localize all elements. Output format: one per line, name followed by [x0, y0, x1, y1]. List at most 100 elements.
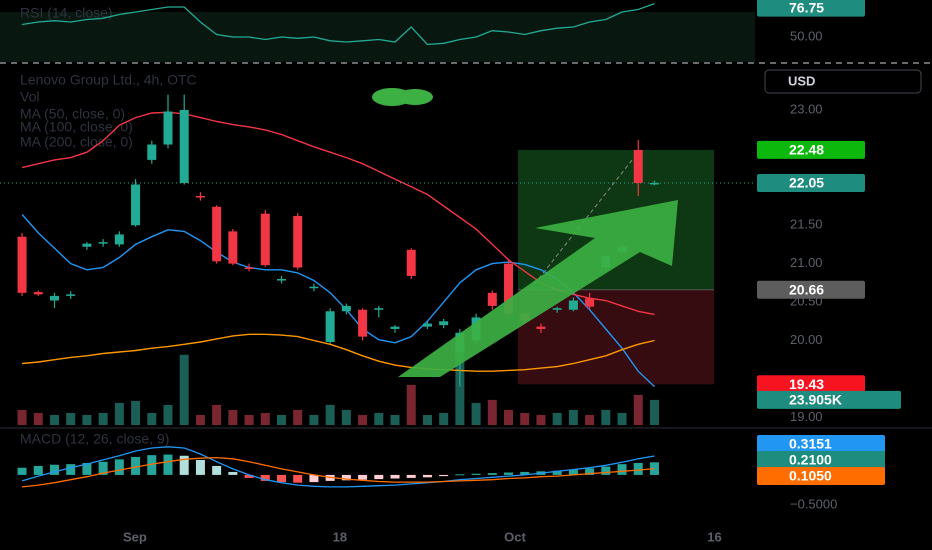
- candle-body: [277, 279, 287, 281]
- macd-histogram-bar: [244, 474, 254, 478]
- volume-bar: [439, 412, 449, 425]
- price-badge: [757, 467, 885, 485]
- currency-button-frame[interactable]: [764, 69, 922, 94]
- price-badge-label: 0.1050: [789, 468, 832, 484]
- marker-blob: [397, 89, 433, 105]
- y-tick-label: 23.00: [790, 101, 823, 116]
- ma-legend: MA (100, close, 0): [20, 119, 133, 135]
- candle-body: [195, 196, 205, 198]
- currency-button[interactable]: USD: [764, 69, 922, 94]
- volume-bar: [147, 412, 157, 425]
- price-badge-label: 22.05: [789, 175, 824, 191]
- y-tick-label: 50.00: [790, 28, 823, 43]
- macd-histogram-bar: [552, 470, 562, 475]
- candle-body: [341, 305, 351, 312]
- volume-bar: [49, 414, 59, 425]
- volume-bar: [66, 412, 76, 425]
- vol-legend: Vol: [20, 89, 39, 105]
- macd-legend: MACD (12, 26, close, 9): [20, 431, 169, 447]
- volume-bar: [585, 414, 595, 425]
- price-badge: [757, 435, 885, 453]
- rsi-legend: RSI (14, close): [20, 5, 113, 21]
- macd-histogram-bar: [487, 473, 497, 475]
- macd-histogram-bar: [163, 454, 173, 475]
- macd-histogram-bar: [601, 466, 611, 475]
- macd-histogram-bar: [66, 464, 76, 475]
- price-badge-label: 20.66: [789, 281, 824, 297]
- macd-histogram-bar: [82, 462, 92, 475]
- macd-histogram-bar: [422, 474, 432, 478]
- volume-bar: [325, 404, 335, 425]
- volume-bar: [82, 414, 92, 425]
- currency-label[interactable]: USD: [788, 73, 815, 88]
- y-tick-label: −0.5000: [790, 496, 837, 511]
- volume-bar: [617, 412, 627, 425]
- price-badge-label: 0.3151: [789, 436, 832, 452]
- price-badge-label: 0.2100: [789, 452, 832, 468]
- candle-body: [439, 321, 449, 326]
- rsi-band: [0, 12, 755, 62]
- macd-histogram-bar: [195, 459, 205, 475]
- volume-bar: [163, 404, 173, 425]
- macd-histogram-bar: [617, 464, 627, 475]
- volume-bar: [601, 409, 611, 425]
- macd-line: [21, 446, 655, 488]
- macd-histogram-bar: [277, 474, 287, 483]
- volume-bar: [520, 412, 530, 425]
- y-tick-label: 20.00: [790, 332, 823, 347]
- volume-bar: [277, 414, 287, 425]
- y-tick-label: 21.00: [790, 255, 823, 270]
- macd-histogram-bar: [455, 474, 465, 476]
- price-badge-label: 76.75: [789, 0, 824, 15]
- x-tick-label: 18: [333, 529, 347, 544]
- macd-histogram-bar: [341, 474, 351, 481]
- candle-body: [504, 263, 514, 314]
- chart-title: Lenovo Group Ltd., 4h, OTC: [20, 72, 197, 88]
- candle-body: [585, 298, 595, 307]
- candle-body: [114, 234, 124, 245]
- price-badge: [757, 140, 865, 159]
- backdrop: [0, 12, 932, 429]
- macd-histogram-bar: [147, 455, 157, 475]
- price-badge-label: 22.48: [789, 142, 824, 158]
- trade-path: [529, 149, 641, 291]
- arrow-annotation: [398, 200, 678, 377]
- volume-bar: [260, 412, 270, 425]
- candle-body: [633, 149, 643, 183]
- ma-legend: MA (200, close, 0): [20, 134, 133, 150]
- candle-body: [487, 292, 497, 306]
- y-tick-label: 19.00: [790, 409, 823, 424]
- price-badge: [757, 0, 865, 17]
- macd-histogram-bar: [17, 467, 27, 475]
- candle-body: [552, 308, 562, 310]
- price-badge: [757, 375, 865, 394]
- volume-bar: [98, 412, 108, 425]
- signal-line: [22, 456, 655, 488]
- price-badge: [757, 451, 885, 469]
- volume-bar: [212, 404, 222, 425]
- macd-histogram-bar: [504, 472, 514, 475]
- candle-body: [228, 231, 238, 264]
- volume-bar: [536, 414, 546, 425]
- price-badge-label: 23.905K: [789, 392, 842, 408]
- macd-histogram-bar: [131, 456, 141, 475]
- volume-bar: [114, 402, 124, 425]
- candle-body: [98, 242, 108, 244]
- volume-bar: [228, 409, 238, 425]
- volume-bar: [422, 414, 432, 425]
- candle-body: [309, 286, 319, 289]
- candle-body: [212, 206, 222, 262]
- x-tick-label: Oct: [504, 529, 526, 544]
- candle-body: [131, 184, 141, 226]
- volume-bar: [374, 412, 384, 425]
- macd-histogram-bar: [228, 471, 238, 475]
- candle-body: [568, 300, 578, 310]
- volume-bar: [471, 402, 481, 425]
- x-tick-label: Sep: [123, 529, 147, 544]
- price-badge: [757, 173, 865, 192]
- candle-body: [293, 215, 303, 268]
- volume-bar: [17, 409, 27, 425]
- macd-histogram-bar: [260, 474, 270, 481]
- candle-body: [163, 111, 173, 145]
